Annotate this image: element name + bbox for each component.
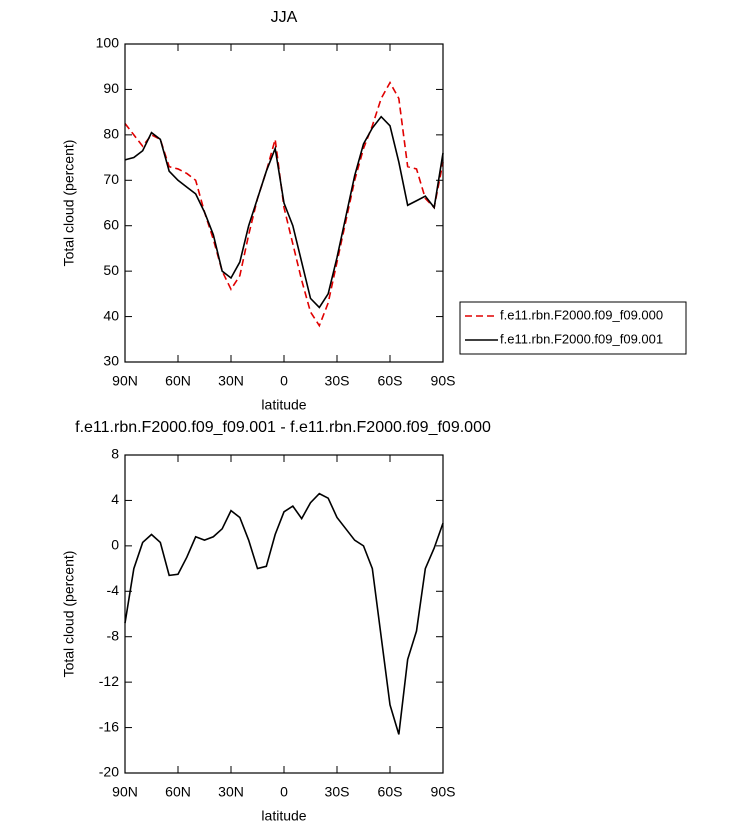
y-tick-label: 4 xyxy=(111,491,119,507)
y-tick-label: 60 xyxy=(103,216,119,232)
x-tick-label: 90S xyxy=(431,373,456,389)
y-axis-label: Total cloud (percent) xyxy=(61,140,77,267)
y-tick-label: -20 xyxy=(99,764,119,780)
legend-label: f.e11.rbn.F2000.f09_f09.001 xyxy=(500,331,663,346)
data-line xyxy=(124,115,444,309)
y-tick-label: 30 xyxy=(103,353,119,369)
x-tick-label: 0 xyxy=(280,784,288,800)
data-line xyxy=(124,80,444,328)
x-tick-label: 0 xyxy=(280,373,288,389)
x-tick-label: 60N xyxy=(165,784,191,800)
x-tick-label: 60S xyxy=(378,373,403,389)
x-tick-label: 30S xyxy=(325,784,350,800)
chart-title: JJA xyxy=(271,9,298,26)
y-tick-label: 90 xyxy=(103,80,119,96)
y-axis-label: Total cloud (percent) xyxy=(61,551,77,678)
y-tick-label: 8 xyxy=(111,446,119,462)
y-tick-label: 80 xyxy=(103,126,119,142)
x-tick-label: 60N xyxy=(165,373,191,389)
x-tick-label: 30S xyxy=(325,373,350,389)
plot-frame xyxy=(124,454,444,774)
x-axis-label: latitude xyxy=(261,397,306,413)
x-tick-label: 90S xyxy=(431,784,456,800)
y-tick-label: -4 xyxy=(107,582,120,598)
x-tick-label: 90N xyxy=(112,373,138,389)
x-tick-label: 30N xyxy=(218,373,244,389)
plot-frame xyxy=(124,43,444,363)
y-tick-label: 100 xyxy=(96,35,120,51)
x-tick-label: 30N xyxy=(218,784,244,800)
y-tick-label: 0 xyxy=(111,537,119,553)
chart-title: f.e11.rbn.F2000.f09_f09.001 - f.e11.rbn.… xyxy=(75,419,491,436)
y-tick-label: -16 xyxy=(99,718,119,734)
legend-box xyxy=(459,301,687,355)
data-line xyxy=(124,492,444,735)
y-tick-label: -12 xyxy=(99,673,119,689)
y-tick-label: 40 xyxy=(103,307,119,323)
y-tick-label: 70 xyxy=(103,171,119,187)
legend-label: f.e11.rbn.F2000.f09_f09.000 xyxy=(500,307,663,322)
y-tick-label: -8 xyxy=(107,627,120,643)
x-axis-label: latitude xyxy=(261,808,306,824)
y-tick-label: 50 xyxy=(103,262,119,278)
x-tick-label: 90N xyxy=(112,784,138,800)
x-tick-label: 60S xyxy=(378,784,403,800)
